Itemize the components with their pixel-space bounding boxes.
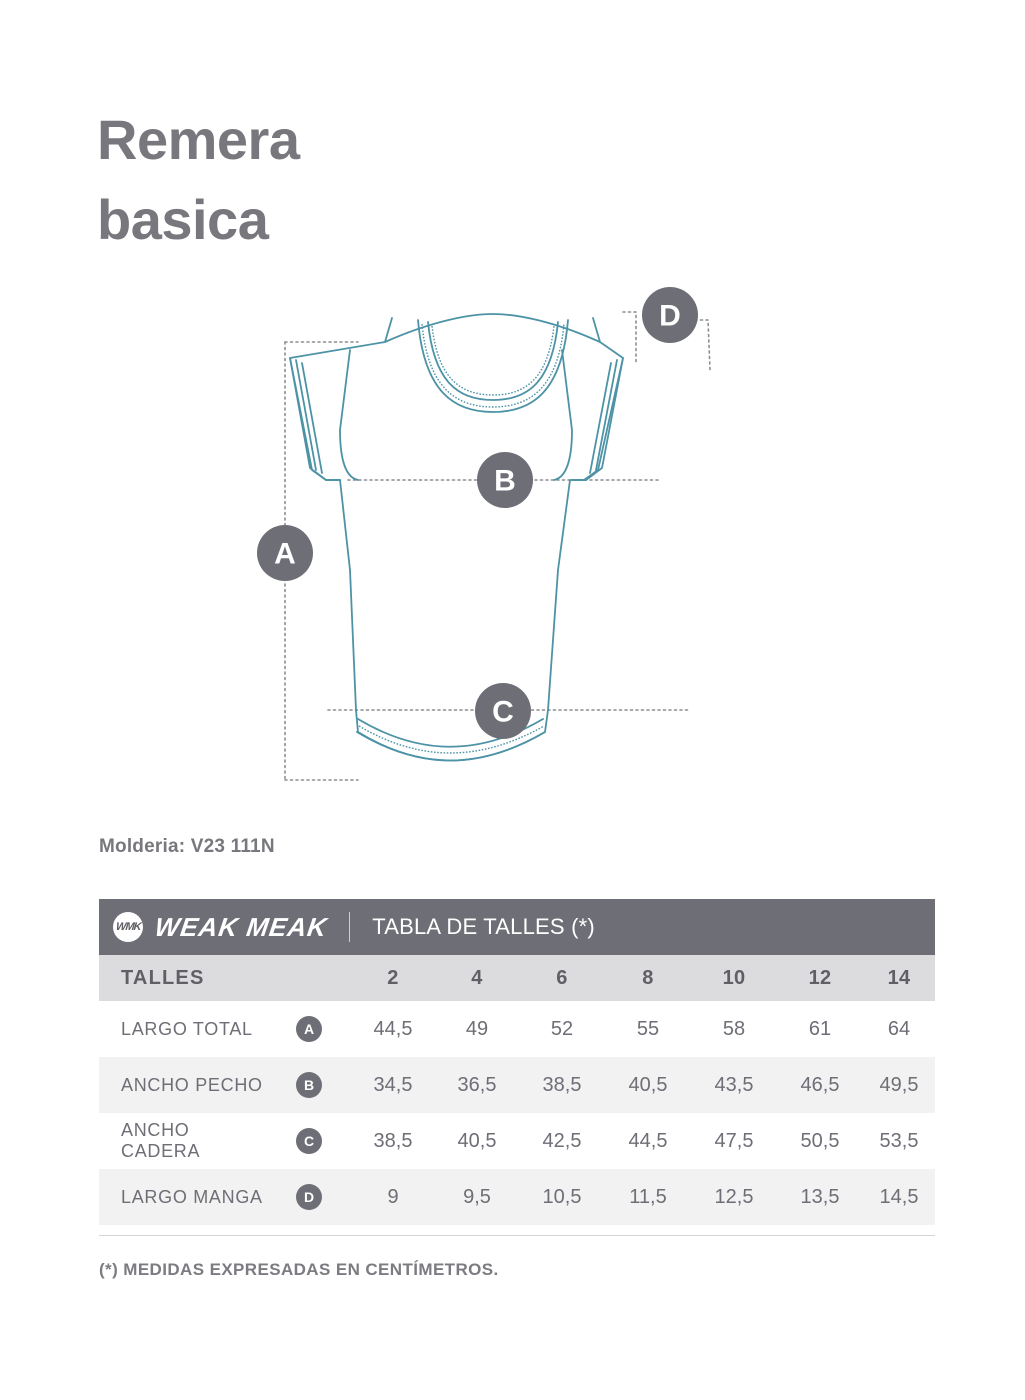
marker-badge-c: C — [296, 1128, 322, 1154]
cell-largo-manga-4: 9,5 — [435, 1169, 519, 1225]
marker-badge-d: D — [296, 1184, 322, 1210]
brand-name: WEAK MEAK — [152, 911, 330, 942]
cell-largo-total-4: 49 — [435, 1001, 519, 1057]
row-marker-a: A — [267, 1001, 351, 1057]
cell-largo-total-10: 58 — [691, 1001, 777, 1057]
svg-text:B: B — [494, 465, 516, 498]
row-marker-c: C — [267, 1113, 351, 1169]
cell-largo-manga-6: 10,5 — [519, 1169, 605, 1225]
size-header-14: 14 — [863, 955, 936, 1001]
table-row: LARGO TOTAL A 44,5 49 52 55 58 61 64 — [99, 1001, 936, 1057]
svg-text:A: A — [274, 538, 296, 571]
size-header-10: 10 — [691, 955, 777, 1001]
cell-ancho-cadera-8: 44,5 — [605, 1113, 691, 1169]
row-label-largo-manga: LARGO MANGA — [99, 1169, 267, 1225]
header-divider — [349, 912, 351, 942]
cell-largo-total-12: 61 — [777, 1001, 863, 1057]
cell-largo-manga-12: 13,5 — [777, 1169, 863, 1225]
cell-ancho-cadera-10: 47,5 — [691, 1113, 777, 1169]
cell-largo-manga-14: 14,5 — [863, 1169, 936, 1225]
size-header-6: 6 — [519, 955, 605, 1001]
cell-ancho-cadera-2: 38,5 — [351, 1113, 435, 1169]
size-header-12: 12 — [777, 955, 863, 1001]
tee-outline — [289, 313, 624, 762]
cell-ancho-pecho-4: 36,5 — [435, 1057, 519, 1113]
cell-largo-total-14: 64 — [863, 1001, 936, 1057]
size-header-2: 2 — [351, 955, 435, 1001]
size-header-4: 4 — [435, 955, 519, 1001]
guide-a — [284, 341, 359, 781]
table-row: ANCHO PECHO B 34,5 36,5 38,5 40,5 43,5 4… — [99, 1057, 936, 1113]
row-label-ancho-pecho: ANCHO PECHO — [99, 1057, 267, 1113]
cell-ancho-pecho-6: 38,5 — [519, 1057, 605, 1113]
cell-ancho-cadera-4: 40,5 — [435, 1113, 519, 1169]
row-label-largo-total: LARGO TOTAL — [99, 1001, 267, 1057]
footnote: (*) MEDIDAS EXPRESADAS EN CENTÍMETROS. — [99, 1260, 499, 1279]
cell-ancho-pecho-2: 34,5 — [351, 1057, 435, 1113]
row-marker-d: D — [267, 1169, 351, 1225]
sizes-header-row: TALLES 2 4 6 8 10 12 14 — [99, 955, 936, 1001]
table-row: LARGO MANGA D 9 9,5 10,5 11,5 12,5 13,5 … — [99, 1169, 936, 1225]
page-title: Remera basica — [97, 108, 300, 251]
cell-ancho-pecho-12: 46,5 — [777, 1057, 863, 1113]
cell-ancho-pecho-10: 43,5 — [691, 1057, 777, 1113]
cell-largo-manga-2: 9 — [351, 1169, 435, 1225]
marker-d: D — [642, 287, 698, 343]
cell-ancho-pecho-14: 49,5 — [863, 1057, 936, 1113]
table-caption: TABLA DE TALLES (*) — [372, 914, 595, 939]
cell-ancho-cadera-6: 42,5 — [519, 1113, 605, 1169]
marker-badge-a: A — [296, 1016, 322, 1042]
cell-largo-total-8: 55 — [605, 1001, 691, 1057]
cell-largo-manga-8: 11,5 — [605, 1169, 691, 1225]
molderia-label: Molderia: V23 111N — [99, 836, 275, 857]
size-chart-table: WMK WEAK MEAK TABLA DE TALLES (*) TALLES… — [99, 899, 936, 1225]
table-header-row: WMK WEAK MEAK TABLA DE TALLES (*) — [99, 899, 936, 955]
svg-text:D: D — [659, 300, 681, 333]
cell-largo-manga-10: 12,5 — [691, 1169, 777, 1225]
cell-ancho-pecho-8: 40,5 — [605, 1057, 691, 1113]
garment-illustration: A B C D — [240, 270, 740, 800]
marker-badge-b: B — [296, 1072, 322, 1098]
cell-ancho-cadera-12: 50,5 — [777, 1113, 863, 1169]
cell-largo-total-2: 44,5 — [351, 1001, 435, 1057]
size-header-8: 8 — [605, 955, 691, 1001]
table-bottom-rule — [99, 1235, 935, 1236]
svg-text:C: C — [492, 696, 514, 729]
marker-a: A — [257, 525, 313, 581]
guide-d — [622, 311, 711, 371]
row-marker-b: B — [267, 1057, 351, 1113]
row-label-ancho-cadera: ANCHO CADERA — [99, 1113, 267, 1169]
marker-b: B — [477, 452, 533, 508]
table-row: ANCHO CADERA C 38,5 40,5 42,5 44,5 47,5 … — [99, 1113, 936, 1169]
logo-text: WMK — [115, 921, 141, 933]
weak-meak-logo-icon: WMK — [113, 912, 143, 942]
cell-largo-total-6: 52 — [519, 1001, 605, 1057]
marker-c: C — [475, 683, 531, 739]
cell-ancho-cadera-14: 53,5 — [863, 1113, 936, 1169]
sizes-header-label: TALLES — [99, 955, 351, 1001]
table-header-cell: WMK WEAK MEAK TABLA DE TALLES (*) — [99, 899, 936, 955]
